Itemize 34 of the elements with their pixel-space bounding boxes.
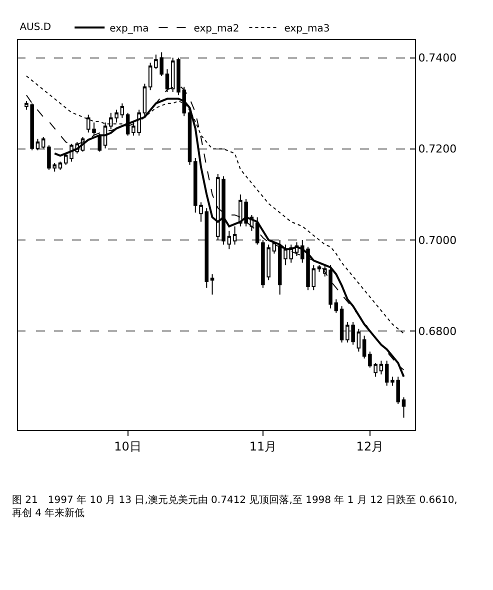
x-tick-label: 10日	[114, 439, 142, 454]
candlestick	[41, 136, 46, 149]
candlestick	[340, 306, 344, 344]
candlestick	[362, 335, 366, 359]
legend-label: exp_ma3	[284, 23, 330, 34]
legend-label: exp_ma2	[194, 23, 240, 34]
x-tick-label: 12月	[356, 439, 384, 454]
candlestick	[188, 109, 192, 166]
y-tick-label: 0.6800	[418, 324, 457, 338]
candlestick	[58, 161, 62, 170]
candlestick	[402, 396, 406, 418]
x-tick-label: 11月	[249, 439, 277, 454]
candlestick	[64, 152, 68, 166]
candlestick	[356, 328, 361, 352]
candlestick	[379, 360, 384, 375]
candlestick	[384, 360, 389, 386]
candlestick	[36, 138, 40, 151]
caption: 图 21 1997 年 10 月 13 日,澳元兑美元由 0.7412 见顶回落,至 1998 年 1 月 12 日跌至 0.6610,再创 4 年来新低	[12, 494, 458, 519]
y-tick-label: 0.7200	[418, 142, 457, 156]
candlestick	[227, 230, 232, 250]
y-tick-label: 0.7000	[418, 234, 457, 247]
candlestick	[278, 240, 282, 296]
candlestick	[255, 216, 260, 246]
legend-label: exp_ma	[110, 23, 149, 34]
candlestick	[148, 62, 152, 91]
y-tick-label: 0.7400	[418, 52, 457, 65]
candlestick	[232, 226, 237, 246]
candlestick	[317, 264, 322, 272]
candlestick	[210, 274, 214, 296]
candlestick	[204, 208, 209, 288]
candlestick	[120, 102, 124, 118]
candlestick	[312, 264, 316, 291]
candlestick	[334, 298, 338, 314]
chart-title: AUS.D	[20, 22, 52, 34]
